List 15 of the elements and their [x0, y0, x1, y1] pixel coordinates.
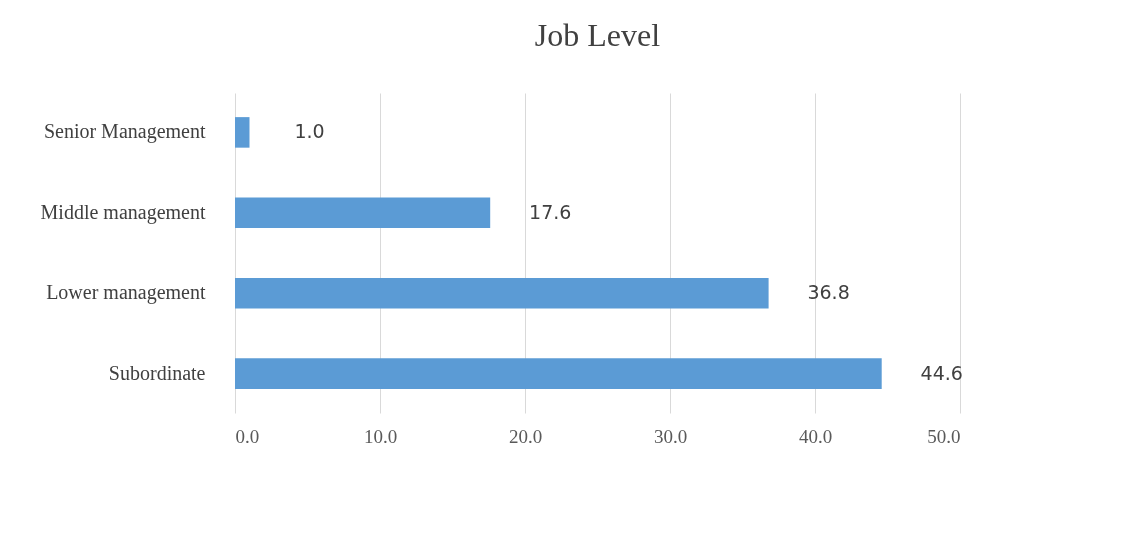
data-label: 17.6 [529, 200, 572, 223]
x-tick-label: 20.0 [508, 425, 543, 447]
y-tick-label: Lower management [46, 281, 206, 305]
x-tick-label: 30.0 [653, 425, 688, 447]
x-tick-label: 50.0 [927, 425, 961, 447]
x-tick-label: 0.0 [235, 425, 260, 447]
data-label: 44.6 [920, 361, 963, 384]
data-label: 36.8 [807, 281, 850, 304]
y-tick-label: Middle management [40, 200, 206, 224]
y-tick-label: Senior Management [43, 120, 206, 144]
y-tick-label: Subordinate [108, 361, 206, 384]
chart-title: Job Level [534, 17, 661, 53]
data-label: 1.0 [294, 120, 325, 143]
x-tick-label: 40.0 [798, 425, 833, 447]
x-tick-label: 10.0 [363, 425, 398, 447]
